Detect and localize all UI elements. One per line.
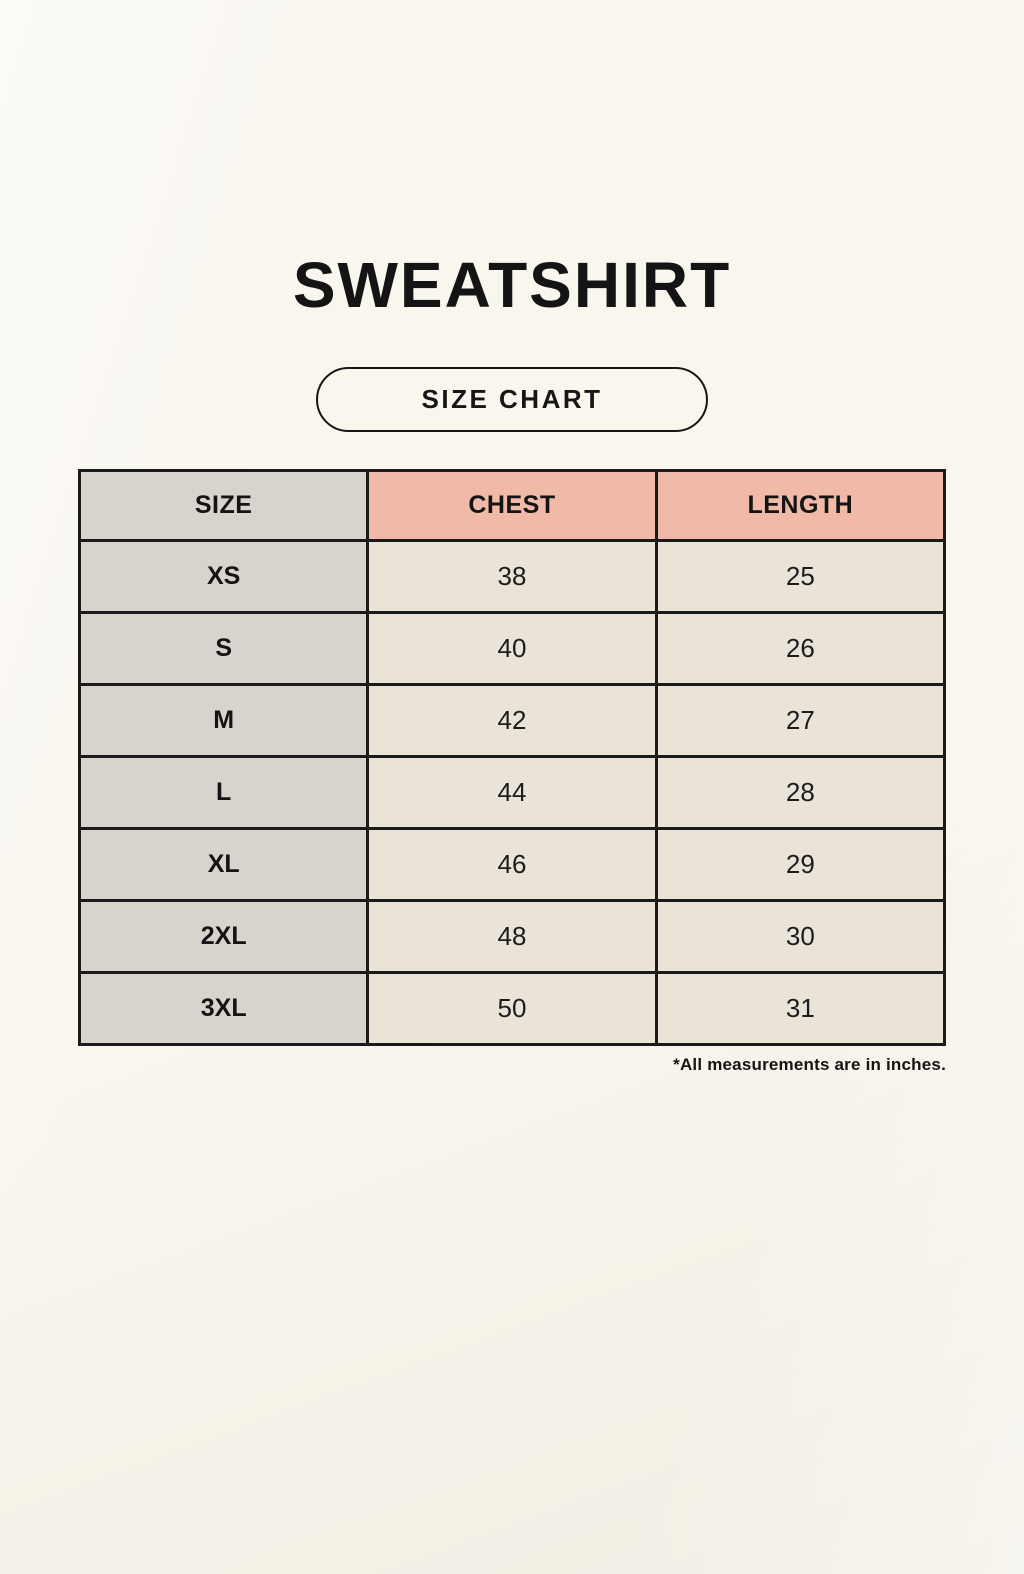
table-row-l: L 44 28: [77, 755, 947, 830]
length-value: 30: [654, 899, 947, 974]
measurements-footnote: *All measurements are in inches.: [673, 1055, 946, 1074]
page-title: SWEATSHIRT: [292, 249, 732, 321]
chest-value: 50: [366, 971, 658, 1046]
table-row-2xl: 2XL 48 30: [77, 899, 947, 974]
length-value: 26: [654, 611, 947, 686]
table-row-xl: XL 46 29: [77, 827, 947, 902]
table-row-s: S 40 26: [77, 611, 947, 686]
table-row-3xl: 3XL 50 31: [77, 971, 947, 1046]
size-chart-button-label: SIZE CHART: [421, 384, 603, 414]
chest-value: 42: [366, 683, 658, 758]
size-label: XL: [77, 827, 370, 902]
column-header-chest: CHEST: [366, 469, 658, 542]
size-chart-page: SWEATSHIRT SIZE CHART SIZE CHEST LENGTH …: [0, 253, 1024, 1075]
size-chart-button[interactable]: SIZE CHART: [316, 367, 708, 432]
size-label: 3XL: [77, 971, 370, 1046]
chest-value: 46: [366, 827, 658, 902]
size-label: L: [77, 755, 370, 830]
chest-value: 38: [366, 539, 658, 614]
chest-value: 48: [366, 899, 658, 974]
chest-value: 40: [366, 611, 658, 686]
length-value: 31: [654, 971, 947, 1046]
length-value: 28: [654, 755, 947, 830]
column-header-size: SIZE: [77, 469, 370, 542]
size-label: M: [77, 683, 370, 758]
size-table: SIZE CHEST LENGTH XS 38 25 S 40 26 M 42 …: [77, 469, 947, 1046]
column-header-length: LENGTH: [654, 469, 947, 542]
length-value: 29: [654, 827, 947, 902]
size-label: S: [77, 611, 370, 686]
length-value: 27: [654, 683, 947, 758]
size-label: 2XL: [77, 899, 370, 974]
table-row-m: M 42 27: [77, 683, 947, 758]
length-value: 25: [654, 539, 947, 614]
size-label: XS: [77, 539, 370, 614]
table-row-xs: XS 38 25: [77, 539, 947, 614]
chest-value: 44: [366, 755, 658, 830]
table-header-row: SIZE CHEST LENGTH: [77, 469, 947, 542]
